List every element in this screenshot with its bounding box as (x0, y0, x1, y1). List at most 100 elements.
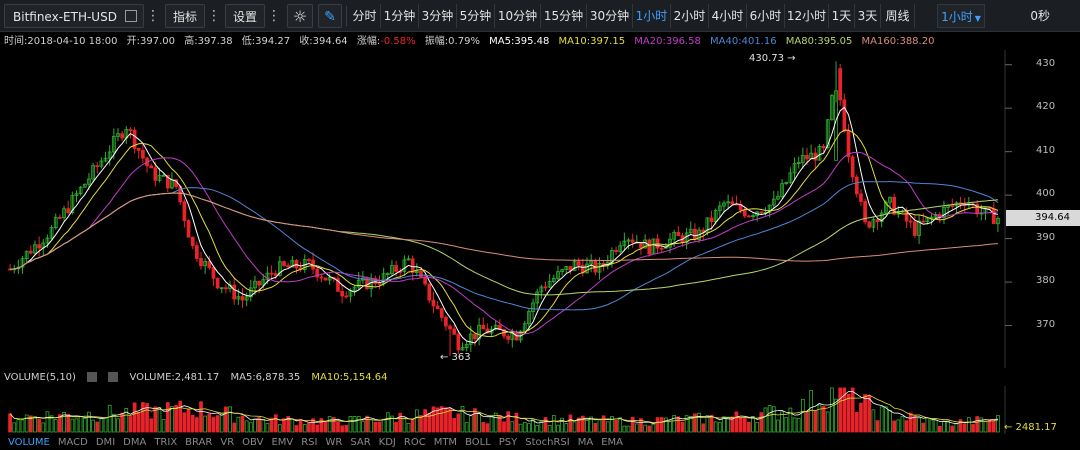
volume-bar (825, 411, 830, 433)
volume-bar (402, 418, 407, 433)
candle-body (460, 347, 465, 351)
period-tab[interactable]: 1小时 (633, 4, 671, 28)
volume-bar (937, 425, 942, 433)
symbol-selector[interactable]: Bitfinex-ETH-USD (4, 4, 144, 28)
indicator-tab[interactable]: MACD (57, 437, 88, 448)
volume-bar (41, 422, 46, 433)
volume-close-icon[interactable] (108, 372, 119, 382)
period-select-dropdown[interactable]: 1小时 ▼ (937, 4, 985, 28)
indicator-tab[interactable]: EMA (601, 437, 623, 448)
volume-bar (365, 415, 369, 433)
volume-bar (278, 424, 282, 433)
indicator-tab[interactable]: VOLUME (8, 437, 50, 448)
volume-bar (776, 419, 780, 433)
candle-body (290, 260, 295, 268)
candle-body (207, 260, 212, 268)
indicator-tab[interactable]: SAR (350, 437, 371, 448)
candle-body (261, 279, 266, 286)
theme-sun-icon[interactable]: ☼ (287, 4, 313, 28)
period-tab[interactable]: 15分钟 (541, 4, 587, 28)
period-tab[interactable]: 3天 (855, 4, 881, 28)
candle-body (190, 236, 195, 246)
period-tab[interactable]: 6小时 (747, 4, 785, 28)
period-tab[interactable]: 分时 (349, 4, 381, 28)
indicator-tab[interactable]: EMV (271, 437, 294, 448)
volume-bar (178, 400, 183, 433)
indicator-tab[interactable]: MA (577, 437, 594, 448)
indicator-tab[interactable]: VR (220, 437, 235, 448)
settings-button[interactable]: 设置 (225, 4, 265, 28)
indicator-tab[interactable]: BOLL (465, 437, 491, 448)
indicator-tab[interactable]: StochRSI (525, 437, 570, 448)
volume-bar (149, 418, 154, 433)
volume-bar (697, 412, 701, 433)
period-tab[interactable]: 10分钟 (495, 4, 541, 28)
volume-bar (439, 406, 444, 433)
volume-bar (468, 415, 473, 433)
period-tab[interactable]: 5分钟 (457, 4, 495, 28)
info-close: 收:394.64 (299, 36, 348, 47)
candle-body (659, 247, 664, 250)
volume-bar (576, 417, 581, 433)
period-tab[interactable]: 30分钟 (587, 4, 633, 28)
period-tab[interactable]: 4小时 (709, 4, 747, 28)
candle-body (431, 299, 436, 307)
volume-bar (207, 413, 212, 433)
candle-body (585, 263, 589, 274)
low-marker-label: ← 363 (440, 352, 471, 363)
volume-bar (336, 421, 340, 433)
draw-pen-icon[interactable]: ✎ (318, 4, 342, 28)
indicator-tab[interactable]: DMA (123, 437, 147, 448)
external-link-icon[interactable] (125, 10, 137, 22)
candle-body (186, 220, 191, 238)
candle-body (356, 279, 361, 288)
volume-bar (460, 405, 465, 433)
volume-bar (253, 418, 257, 433)
volume-bar (904, 420, 909, 433)
indicator-tab[interactable]: ROC (403, 437, 426, 448)
candlestick-chart[interactable] (0, 50, 1080, 368)
period-tab[interactable]: 2小时 (671, 4, 709, 28)
indicator-tab[interactable]: WR (325, 437, 343, 448)
indicator-tab[interactable]: PSY (498, 437, 518, 448)
candle-body (265, 272, 270, 281)
drag-handle-icon[interactable]: ⋮ (146, 8, 160, 24)
indicator-tab[interactable]: MTM (433, 437, 458, 448)
indicator-tab[interactable]: OBV (242, 437, 264, 448)
candle-body (269, 272, 274, 275)
volume-bar (531, 419, 535, 433)
candle-body (771, 198, 776, 206)
period-tab[interactable]: 12小时 (785, 4, 829, 28)
candle-body (996, 218, 1000, 225)
candle-body (95, 165, 100, 168)
period-tab[interactable]: 1分钟 (381, 4, 419, 28)
info-ma5: MA5:395.48 (489, 36, 550, 47)
period-tab[interactable]: 1天 (829, 4, 855, 28)
period-tab[interactable]: 3分钟 (419, 4, 457, 28)
indicator-tab[interactable]: DMI (95, 437, 116, 448)
volume-bar (668, 421, 672, 433)
volume-axis-label: ← 2481.17 (1004, 422, 1057, 433)
ma80-line (10, 192, 998, 296)
drag-handle-icon[interactable]: ⋮ (207, 8, 221, 24)
indicator-tab[interactable]: RSI (301, 437, 318, 448)
candle-body (722, 202, 726, 207)
high-marker-label: 430.73 → (749, 53, 796, 64)
indicator-tab[interactable]: BRAR (185, 437, 213, 448)
indicator-tab[interactable]: TRIX (154, 437, 178, 448)
candle-body (742, 209, 747, 217)
volume-settings-icon[interactable] (87, 372, 98, 382)
candle-body (373, 278, 378, 284)
volume-bar (319, 418, 324, 433)
indicator-button[interactable]: 指标 (165, 4, 205, 28)
volume-bar (298, 418, 303, 433)
drag-handle-icon[interactable]: ⋮ (267, 8, 281, 24)
volume-bar (892, 420, 897, 433)
period-tab[interactable]: 周线 (881, 4, 915, 28)
volume-chart[interactable] (0, 386, 1080, 434)
volume-bar (597, 419, 602, 433)
volume-bar (182, 412, 187, 433)
indicator-tab[interactable]: KDJ (378, 437, 396, 448)
volume-bar (103, 417, 108, 433)
volume-bar (161, 419, 166, 433)
